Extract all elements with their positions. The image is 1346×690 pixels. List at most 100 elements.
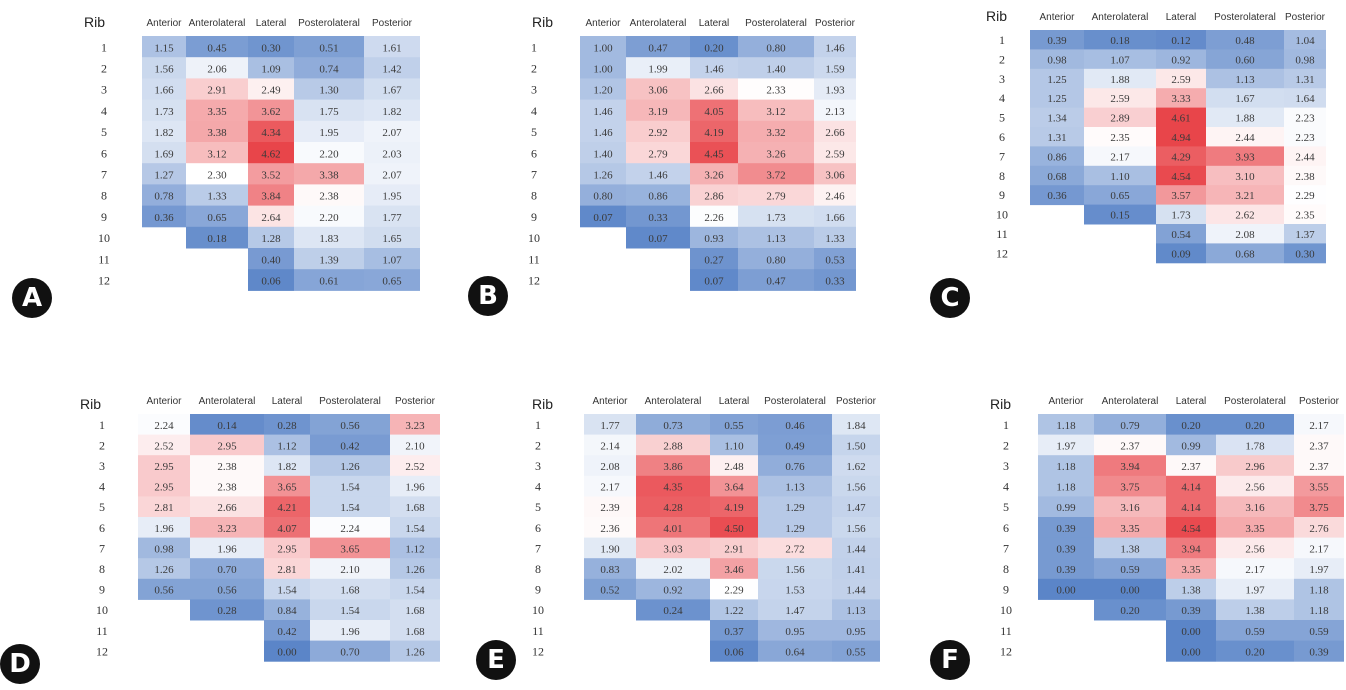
panel-label-c: C [930,278,970,318]
cell-value-label: 3.35 [1120,523,1140,535]
heatmap-panel-c: Rib Anterior Anterolateral Lateral Poste… [984,4,1346,304]
cell-value-label: 0.53 [825,254,845,266]
cell-value-label: 1.68 [340,585,360,597]
cell-value-label: 0.27 [704,254,724,266]
cell-value-label: 2.95 [154,461,174,473]
heatmap-cell [190,558,264,580]
col-header-posterolateral: Posterolateral [319,396,381,407]
cell-value-label: 1.56 [846,482,866,494]
cell-value-label: 4.07 [277,523,297,535]
row-label-rib-3: 3 [99,459,105,473]
heatmap-cell [1030,88,1084,109]
cell-value-label: 0.83 [600,564,620,576]
heatmap-cell [294,163,364,185]
cell-value-label: 0.48 [1235,35,1255,47]
cell-value-label: 1.54 [340,605,360,617]
row-label-rib-3: 3 [1003,459,1009,473]
cell-value-label: 4.94 [1171,132,1191,144]
cell-value-label: 1.33 [207,191,227,203]
col-header-anterolateral: Anterolateral [629,18,687,29]
cell-value-label: 0.20 [1245,420,1265,432]
heatmap-cell [310,414,390,436]
row-label-rib-1: 1 [535,418,541,432]
cell-value-label: 0.86 [648,191,668,203]
row-label-rib-7: 7 [531,167,537,181]
heatmap-cell [738,142,814,164]
cell-value-label: 1.99 [648,63,668,75]
cell-value-label: 3.46 [724,564,744,576]
row-label-rib-9: 9 [531,210,537,224]
cell-value-label: 0.59 [1245,626,1265,638]
cell-value-label: 3.06 [825,169,845,181]
cell-value-label: 0.45 [207,42,227,54]
heatmap-cell [1084,107,1156,128]
heatmap-cell [1030,30,1084,50]
row-label-rib-9: 9 [1003,583,1009,597]
heatmap-cell [248,78,294,101]
heatmap-cell [1166,434,1216,456]
cell-value-label: 1.62 [846,461,865,473]
heatmap-cell [710,558,758,580]
heatmap-cell [1294,558,1344,580]
heatmap-cell [710,517,758,539]
heatmap-cell [390,434,440,456]
heatmap-cell [1206,185,1284,206]
cell-value-label: 0.00 [277,646,297,658]
cell-value-label: 0.78 [154,191,174,203]
heatmap-cell [248,248,294,270]
row-label-rib-10: 10 [96,603,108,617]
heatmap-cell [1206,243,1284,264]
cell-value-label: 0.33 [648,212,668,224]
column-headers: Anterior Anterolateral Lateral Posterola… [584,396,880,410]
heatmap-cell [248,57,294,79]
cell-value-label: 2.29 [724,585,744,597]
heatmap-cell [1156,224,1206,244]
heatmap-cell [1084,88,1156,109]
cell-value-label: 1.26 [154,564,174,576]
cell-value-label: 1.46 [825,42,845,54]
heatmap-cell [758,620,832,642]
cell-value-label: 2.44 [1295,151,1315,163]
row-label-rib-6: 6 [535,521,541,535]
cell-value-label: 0.95 [785,626,805,638]
cell-value-label: 1.73 [154,106,174,118]
column-headers: Anterior Anterolateral Lateral Posterola… [1030,12,1326,26]
cell-value-label: 1.18 [1056,482,1076,494]
heatmap-cell [1030,127,1084,147]
cell-value-label: 2.29 [1295,190,1315,202]
cell-value-label: 3.65 [340,543,360,555]
heatmap-cell [1094,558,1166,580]
heatmap-cell [248,205,294,228]
cell-value-label: 0.92 [663,585,682,597]
cell-value-label: 2.66 [217,502,237,514]
cell-value-label: 1.13 [766,233,786,245]
heatmap-cell [1030,185,1084,206]
row-label-rib-2: 2 [101,61,107,75]
cell-value-label: 3.94 [1120,461,1140,473]
heatmap-cell [1038,578,1094,600]
cell-value-label: 0.56 [217,585,237,597]
heatmap-cell [190,517,264,539]
cell-value-label: 4.05 [704,106,724,118]
cell-value-label: 1.96 [405,482,425,494]
heatmap-cell [1166,640,1216,662]
row-label-rib-11: 11 [1000,624,1012,638]
heatmap-cell [364,99,420,122]
heatmap-cell [758,455,832,477]
cell-value-label: 0.61 [319,275,338,287]
heatmap-cell [1206,107,1284,128]
heatmap-cell [364,57,420,79]
heatmap-cell [758,599,832,621]
cell-value-label: 2.44 [1235,132,1255,144]
heatmap-cell [364,36,420,58]
heatmap-cell [1084,30,1156,50]
cell-value-label: 1.97 [1056,440,1076,452]
cell-value-label: 2.95 [217,440,237,452]
heatmap-cell [1206,30,1284,50]
heatmap-cell [1156,107,1206,128]
cell-value-label: 3.06 [648,85,668,97]
heatmap-cell [390,455,440,477]
heatmap-cell [1216,455,1294,477]
heatmap-cell [1294,578,1344,600]
heatmap-cell [814,205,856,228]
